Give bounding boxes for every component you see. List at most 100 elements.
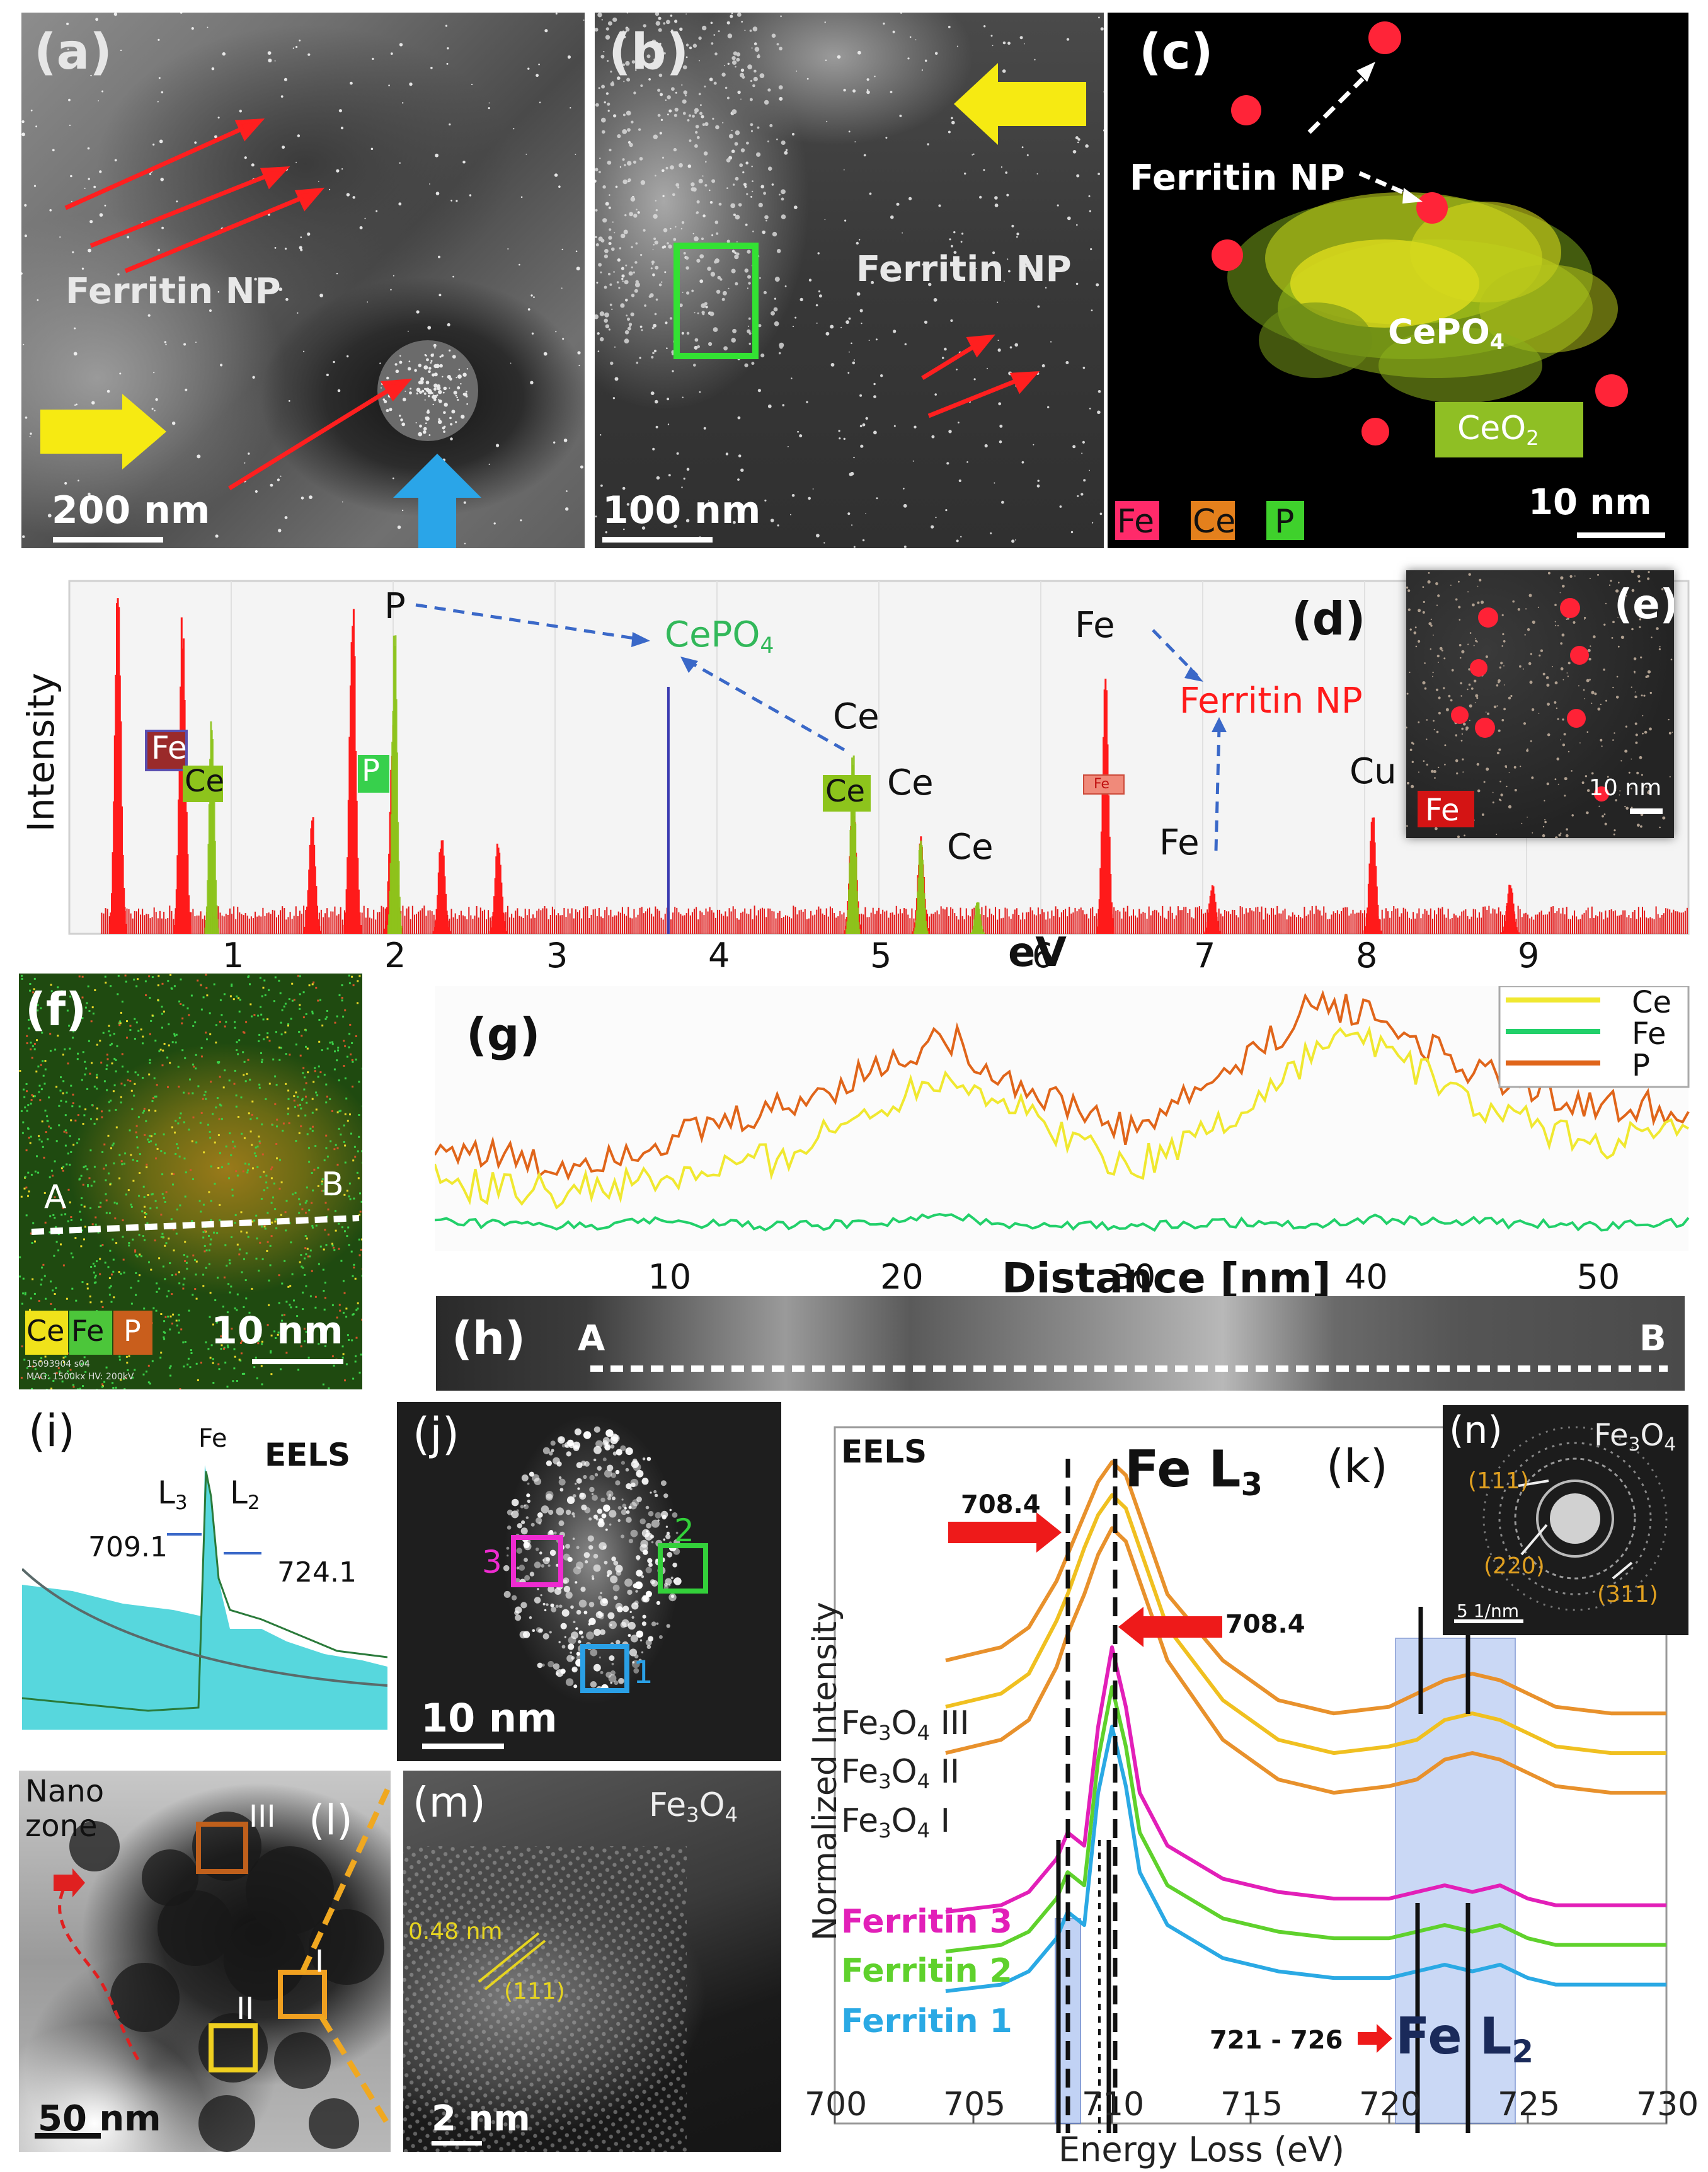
map-pixel-f [318, 1019, 321, 1021]
map-pixel-f [305, 1095, 307, 1098]
map-pixel-f [238, 997, 240, 999]
nanoparticle-dot [514, 1610, 519, 1616]
speckle-e [1547, 733, 1550, 737]
speckle-b [995, 272, 1000, 276]
nanoparticle-dot [549, 1451, 553, 1456]
speckle-a [533, 296, 535, 298]
nanoparticle-dot [568, 1643, 575, 1650]
speckle-b [818, 294, 822, 298]
aggregate-particle [687, 119, 690, 122]
vesicle-particle [442, 426, 445, 430]
speckle-b [935, 517, 937, 519]
map-pixel-f [285, 1053, 287, 1055]
map-pixel-f [49, 1215, 52, 1217]
tag-fe2-d: Fe [1094, 776, 1109, 792]
aggregate-particle [736, 252, 740, 256]
nanoparticle-dot [650, 1491, 652, 1494]
speckle-b [971, 263, 973, 267]
map-pixel-f [128, 1242, 130, 1244]
speckle-e [1656, 627, 1659, 630]
map-pixel-f [134, 1249, 137, 1251]
map-pixel-f [44, 1355, 47, 1358]
speckle-e [1503, 640, 1506, 643]
map-pixel-f [142, 1373, 145, 1376]
speckle-e [1611, 637, 1613, 639]
map-pixel-f [209, 1243, 212, 1246]
speckle-a [29, 436, 31, 437]
nanoparticle-dot [610, 1624, 612, 1626]
map-pixel-f [188, 1309, 190, 1312]
panel-l-overlay [35, 1788, 391, 2152]
map-pixel-f [231, 1236, 232, 1238]
aggregate-particle [626, 13, 628, 14]
map-pixel-f [355, 1035, 357, 1037]
vesicle-particle [423, 392, 427, 395]
nanoparticle-dot [571, 1631, 578, 1640]
map-pixel-f [126, 1037, 128, 1039]
vesicle-particle [408, 360, 411, 362]
speckle-b [616, 45, 621, 50]
map-pixel-f [179, 1204, 181, 1207]
speckle-b [679, 27, 683, 31]
speckle-e [1669, 776, 1671, 778]
map-pixel-f [163, 1338, 166, 1340]
peak-fe-top-d: Fe [1075, 605, 1115, 646]
speckle-e [1658, 648, 1661, 650]
speckle-b [904, 343, 907, 345]
legend-fe-text-c: Fe [1117, 503, 1155, 541]
map-pixel-f [184, 1241, 186, 1243]
map-pixel-f [175, 1152, 177, 1155]
speckle-e [1462, 771, 1464, 773]
map-pixel-f [323, 1074, 326, 1076]
map-pixel-f [30, 1233, 32, 1235]
speckle-e [1605, 602, 1607, 604]
aggregate-particle [735, 282, 738, 285]
map-pixel-f [112, 1270, 115, 1273]
speckle-e [1597, 573, 1599, 576]
map-pixel-f [62, 1080, 65, 1083]
speckle-b [951, 117, 953, 120]
speckle-b [723, 65, 725, 67]
map-pixel-f [330, 1193, 333, 1196]
ferritin-particles-c [1212, 21, 1628, 445]
speckle-a [101, 90, 104, 93]
map-pixel-f [115, 1059, 117, 1061]
map-pixel-f [255, 1214, 258, 1217]
map-pixel-f [60, 990, 63, 992]
map-pixel-f [219, 1204, 221, 1206]
speckle-b [603, 50, 605, 52]
map-pixel-f [50, 1169, 53, 1172]
map-pixel-f [123, 1272, 125, 1274]
map-pixel-f [140, 1255, 142, 1258]
map-pixel-f [278, 1187, 281, 1190]
map-pixel-f [300, 1107, 302, 1110]
aggregate-particle [627, 318, 630, 321]
speckle-a [211, 67, 215, 71]
aggregate-particle [698, 60, 701, 62]
map-pixel-f [324, 1018, 327, 1020]
panel-g: (g) Ce Fe P 10 20 30 40 50 Distance [nm] [435, 986, 1695, 1304]
map-pixel-f [64, 1114, 67, 1117]
map-pixel-f [220, 1104, 222, 1106]
speckle-e [1563, 733, 1566, 736]
map-pixel-f [314, 1296, 317, 1298]
map-pixel-f [100, 1202, 102, 1204]
speckle-b [639, 50, 643, 54]
speckle-e [1617, 617, 1619, 618]
map-pixel-f [276, 1157, 278, 1159]
speckle-e [1634, 722, 1637, 725]
speckle-b [731, 13, 733, 14]
aggregate-particle [623, 81, 625, 83]
map-pixel-f [81, 1229, 83, 1232]
map-pixel-f [358, 1254, 361, 1256]
map-pixel-f [134, 1038, 136, 1040]
speckle-b [856, 292, 861, 296]
map-pixel-f [226, 1344, 229, 1347]
aggregate-particle [620, 303, 625, 308]
map-pixel-f [306, 1133, 309, 1135]
map-pixel-f [341, 984, 343, 987]
map-pixel-f [88, 1177, 91, 1180]
map-pixel-f [112, 1387, 115, 1389]
map-pixel-f [270, 1177, 273, 1180]
eels-title-k: EELS [841, 1434, 927, 1470]
